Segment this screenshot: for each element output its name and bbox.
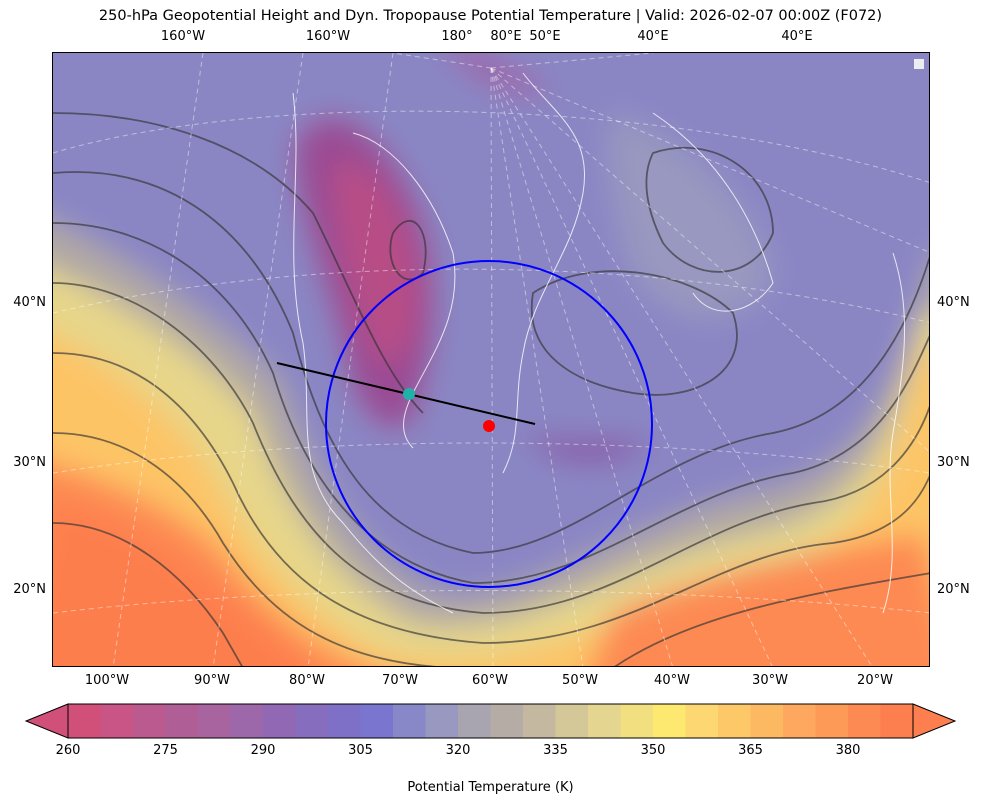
top-lon-label: 180° bbox=[441, 29, 473, 44]
colorbar-cell bbox=[490, 704, 524, 738]
colorbar-cell bbox=[555, 704, 589, 738]
colorbar-cell bbox=[523, 704, 556, 738]
map-panel[interactable] bbox=[52, 52, 930, 667]
colorbar-cell bbox=[230, 704, 264, 738]
colorbar-tick-label: 275 bbox=[153, 743, 178, 758]
bottom-lon-label: 30°W bbox=[752, 673, 788, 688]
colorbar-cell bbox=[783, 704, 816, 738]
top-lon-label: 40°E bbox=[637, 29, 669, 44]
colorbar-tick-label: 365 bbox=[738, 743, 763, 758]
bottom-lon-label: 100°W bbox=[84, 673, 130, 688]
colorbar-cell bbox=[588, 704, 621, 738]
colorbar-tick-label: 290 bbox=[250, 743, 276, 758]
colorbar-cell bbox=[295, 704, 329, 738]
colorbar-cell bbox=[100, 704, 134, 738]
height-contours bbox=[53, 112, 929, 666]
colorbar-tick-label: 305 bbox=[348, 743, 373, 758]
colorbar-extend-low bbox=[24, 703, 69, 739]
colorbar-cell bbox=[165, 704, 199, 738]
colorbar-cell bbox=[718, 704, 751, 738]
top-lon-label: 40°E bbox=[781, 29, 813, 44]
colorbar-cell bbox=[393, 704, 426, 738]
colorbar-tick-label: 350 bbox=[640, 743, 666, 758]
colorbar-cell bbox=[750, 704, 784, 738]
colorbar-cell bbox=[458, 704, 491, 738]
colorbar-cell bbox=[620, 704, 654, 738]
bottom-lon-label: 80°W bbox=[289, 673, 325, 688]
graticule bbox=[53, 53, 929, 666]
colorbar-cell bbox=[685, 704, 719, 738]
search-radius-circle bbox=[325, 260, 653, 588]
bottom-lon-label: 60°W bbox=[472, 673, 508, 688]
top-lon-label: 80°E bbox=[490, 29, 522, 44]
right-lat-label: 30°N bbox=[937, 455, 970, 470]
left-lat-label: 20°N bbox=[13, 582, 46, 597]
colorbar-cell bbox=[360, 704, 394, 738]
top-lon-label: 50°E bbox=[529, 29, 561, 44]
colorbar-tick-label: 380 bbox=[835, 743, 861, 758]
colorbar-cell bbox=[880, 704, 914, 738]
colorbar-tick-label: 260 bbox=[55, 743, 81, 758]
right-lat-label: 40°N bbox=[937, 295, 970, 310]
bottom-lon-label: 50°W bbox=[562, 673, 598, 688]
figure-title: 250-hPa Geopotential Height and Dyn. Tro… bbox=[98, 8, 883, 24]
bottom-lon-label: 20°W bbox=[857, 673, 893, 688]
bottom-lon-label: 90°W bbox=[194, 673, 230, 688]
colorbar-cell bbox=[263, 704, 296, 738]
colorbar-label: Potential Temperature (K) bbox=[407, 780, 574, 795]
colorbar-tick-label: 320 bbox=[445, 743, 471, 758]
colorbar-cell bbox=[425, 704, 459, 738]
colorbar-cell bbox=[68, 704, 101, 738]
bottom-lon-label: 40°W bbox=[654, 673, 690, 688]
colorbar-cell bbox=[328, 704, 361, 738]
colorbar-cell bbox=[198, 704, 231, 738]
temperature-field bbox=[53, 53, 929, 666]
center-point-marker bbox=[483, 420, 495, 432]
colorbar-extend-high bbox=[912, 703, 957, 739]
left-lat-label: 30°N bbox=[13, 455, 46, 470]
bottom-lon-label: 70°W bbox=[382, 673, 418, 688]
start-point-marker bbox=[403, 388, 415, 400]
coastlines bbox=[292, 72, 906, 614]
colorbar-cell bbox=[815, 704, 849, 738]
colorbar-cell bbox=[848, 704, 881, 738]
colorbar bbox=[24, 703, 957, 739]
colorbar-outline bbox=[67, 703, 914, 739]
right-lat-label: 20°N bbox=[937, 582, 970, 597]
left-lat-label: 40°N bbox=[13, 295, 46, 310]
legend-box bbox=[914, 59, 924, 69]
colorbar-tick-label: 335 bbox=[543, 743, 568, 758]
top-lon-label: 160°W bbox=[160, 29, 206, 44]
colorbar-cell bbox=[133, 704, 166, 738]
colorbar-cell bbox=[653, 704, 686, 738]
top-lon-label: 160°W bbox=[305, 29, 351, 44]
map-svg bbox=[53, 53, 929, 666]
